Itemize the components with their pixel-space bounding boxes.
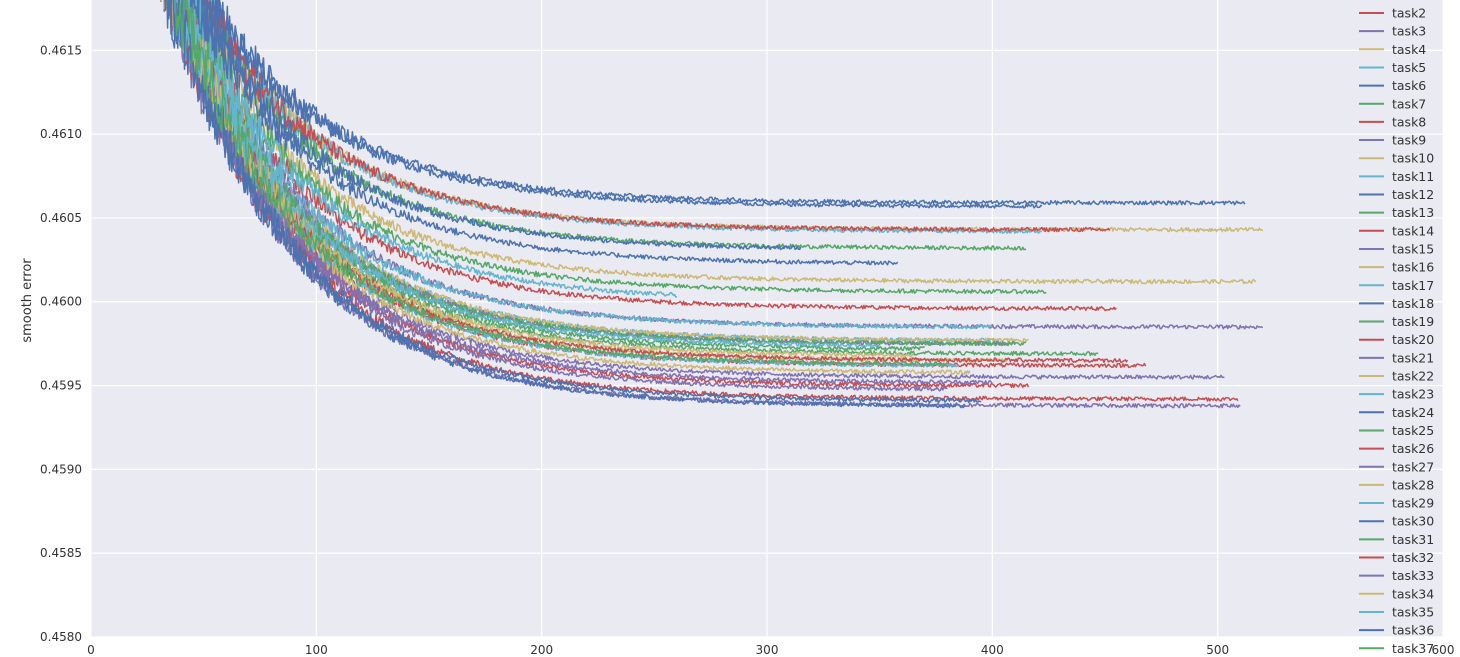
legend-label-task32: task32 bbox=[1392, 550, 1434, 565]
series-line-task6 bbox=[194, 0, 1246, 206]
y-tick-label: 0.4615 bbox=[40, 43, 82, 57]
legend-label-task25: task25 bbox=[1392, 423, 1434, 438]
x-tick-label: 200 bbox=[530, 643, 553, 657]
x-tick-label: 400 bbox=[981, 643, 1004, 657]
series-line-task8 bbox=[184, 0, 1111, 233]
y-tick-label: 0.4605 bbox=[40, 211, 82, 225]
series-line-task12 bbox=[195, 0, 1043, 209]
y-tick-label: 0.4595 bbox=[40, 379, 82, 393]
legend-label-task28: task28 bbox=[1392, 477, 1434, 492]
legend-label-task16: task16 bbox=[1392, 260, 1434, 275]
series-line-task18 bbox=[179, 0, 899, 266]
x-tick-label: 500 bbox=[1206, 643, 1229, 657]
y-tick-label: 0.4590 bbox=[40, 462, 82, 476]
legend-label-task26: task26 bbox=[1392, 441, 1434, 456]
legend-label-task33: task33 bbox=[1392, 568, 1434, 583]
legend-label-task22: task22 bbox=[1392, 369, 1434, 384]
legend-label-task27: task27 bbox=[1392, 459, 1434, 474]
series-line-task35 bbox=[173, 0, 881, 348]
series-line-task30 bbox=[164, 0, 966, 409]
legend-label-task18: task18 bbox=[1392, 296, 1434, 311]
legend-label-task20: task20 bbox=[1392, 332, 1434, 347]
legend-label-task31: task31 bbox=[1392, 532, 1434, 547]
x-tick-label: 100 bbox=[305, 643, 328, 657]
legend-label-task11: task11 bbox=[1392, 169, 1434, 184]
legend-label-task12: task12 bbox=[1392, 187, 1434, 202]
series-line-task37 bbox=[174, 0, 948, 367]
y-axis-label: smooth error bbox=[20, 258, 35, 343]
series-line-task17 bbox=[171, 0, 993, 330]
legend-label-task34: task34 bbox=[1392, 586, 1434, 601]
x-tick-label: 600 bbox=[1432, 643, 1455, 657]
series-line-task24 bbox=[178, 0, 802, 251]
y-tick-label: 0.4600 bbox=[40, 295, 82, 309]
x-tick-label: 0 bbox=[87, 643, 95, 657]
legend-label-task10: task10 bbox=[1392, 151, 1434, 166]
legend-label-task13: task13 bbox=[1392, 205, 1434, 220]
series-line-task10 bbox=[186, 0, 1257, 285]
legend-label-task30: task30 bbox=[1392, 514, 1434, 529]
legend: task2 task3 task4 task5 task6 task7 task8 task9… bbox=[1359, 6, 1434, 656]
legend-label-task23: task23 bbox=[1392, 387, 1434, 402]
legend-label-task36: task36 bbox=[1392, 623, 1434, 638]
legend-label-task29: task29 bbox=[1392, 496, 1434, 511]
legend-label-task19: task19 bbox=[1392, 314, 1434, 329]
legend-label-task35: task35 bbox=[1392, 604, 1434, 619]
legend-label-task17: task17 bbox=[1392, 278, 1434, 293]
y-tick-label: 0.4610 bbox=[40, 127, 82, 141]
series-line-task33 bbox=[164, 0, 948, 392]
legend-label-task3: task3 bbox=[1392, 24, 1426, 39]
series-lines bbox=[160, 0, 1264, 409]
legend-label-task37: task37 bbox=[1392, 641, 1434, 656]
legend-label-task15: task15 bbox=[1392, 241, 1434, 256]
legend-label-task2: task2 bbox=[1392, 6, 1426, 21]
x-tick-label: 300 bbox=[756, 643, 779, 657]
y-tick-label: 0.4585 bbox=[40, 546, 82, 560]
legend-label-task14: task14 bbox=[1392, 223, 1434, 238]
series-line-task36 bbox=[164, 0, 982, 404]
legend-label-task21: task21 bbox=[1392, 350, 1434, 365]
legend-label-task5: task5 bbox=[1392, 60, 1426, 75]
legend-label-task9: task9 bbox=[1392, 133, 1426, 148]
legend-label-task6: task6 bbox=[1392, 78, 1426, 93]
series-line-task2 bbox=[174, 0, 1117, 312]
tick-labels: 0 100 200 300 400 500 600 0.4580 0.4585 0.4590 0.4… bbox=[40, 43, 1454, 657]
legend-label-task24: task24 bbox=[1392, 405, 1434, 420]
legend-label-task8: task8 bbox=[1392, 114, 1426, 129]
legend-label-task4: task4 bbox=[1392, 42, 1426, 57]
y-tick-label: 0.4580 bbox=[40, 630, 82, 644]
legend-label-task7: task7 bbox=[1392, 96, 1426, 111]
